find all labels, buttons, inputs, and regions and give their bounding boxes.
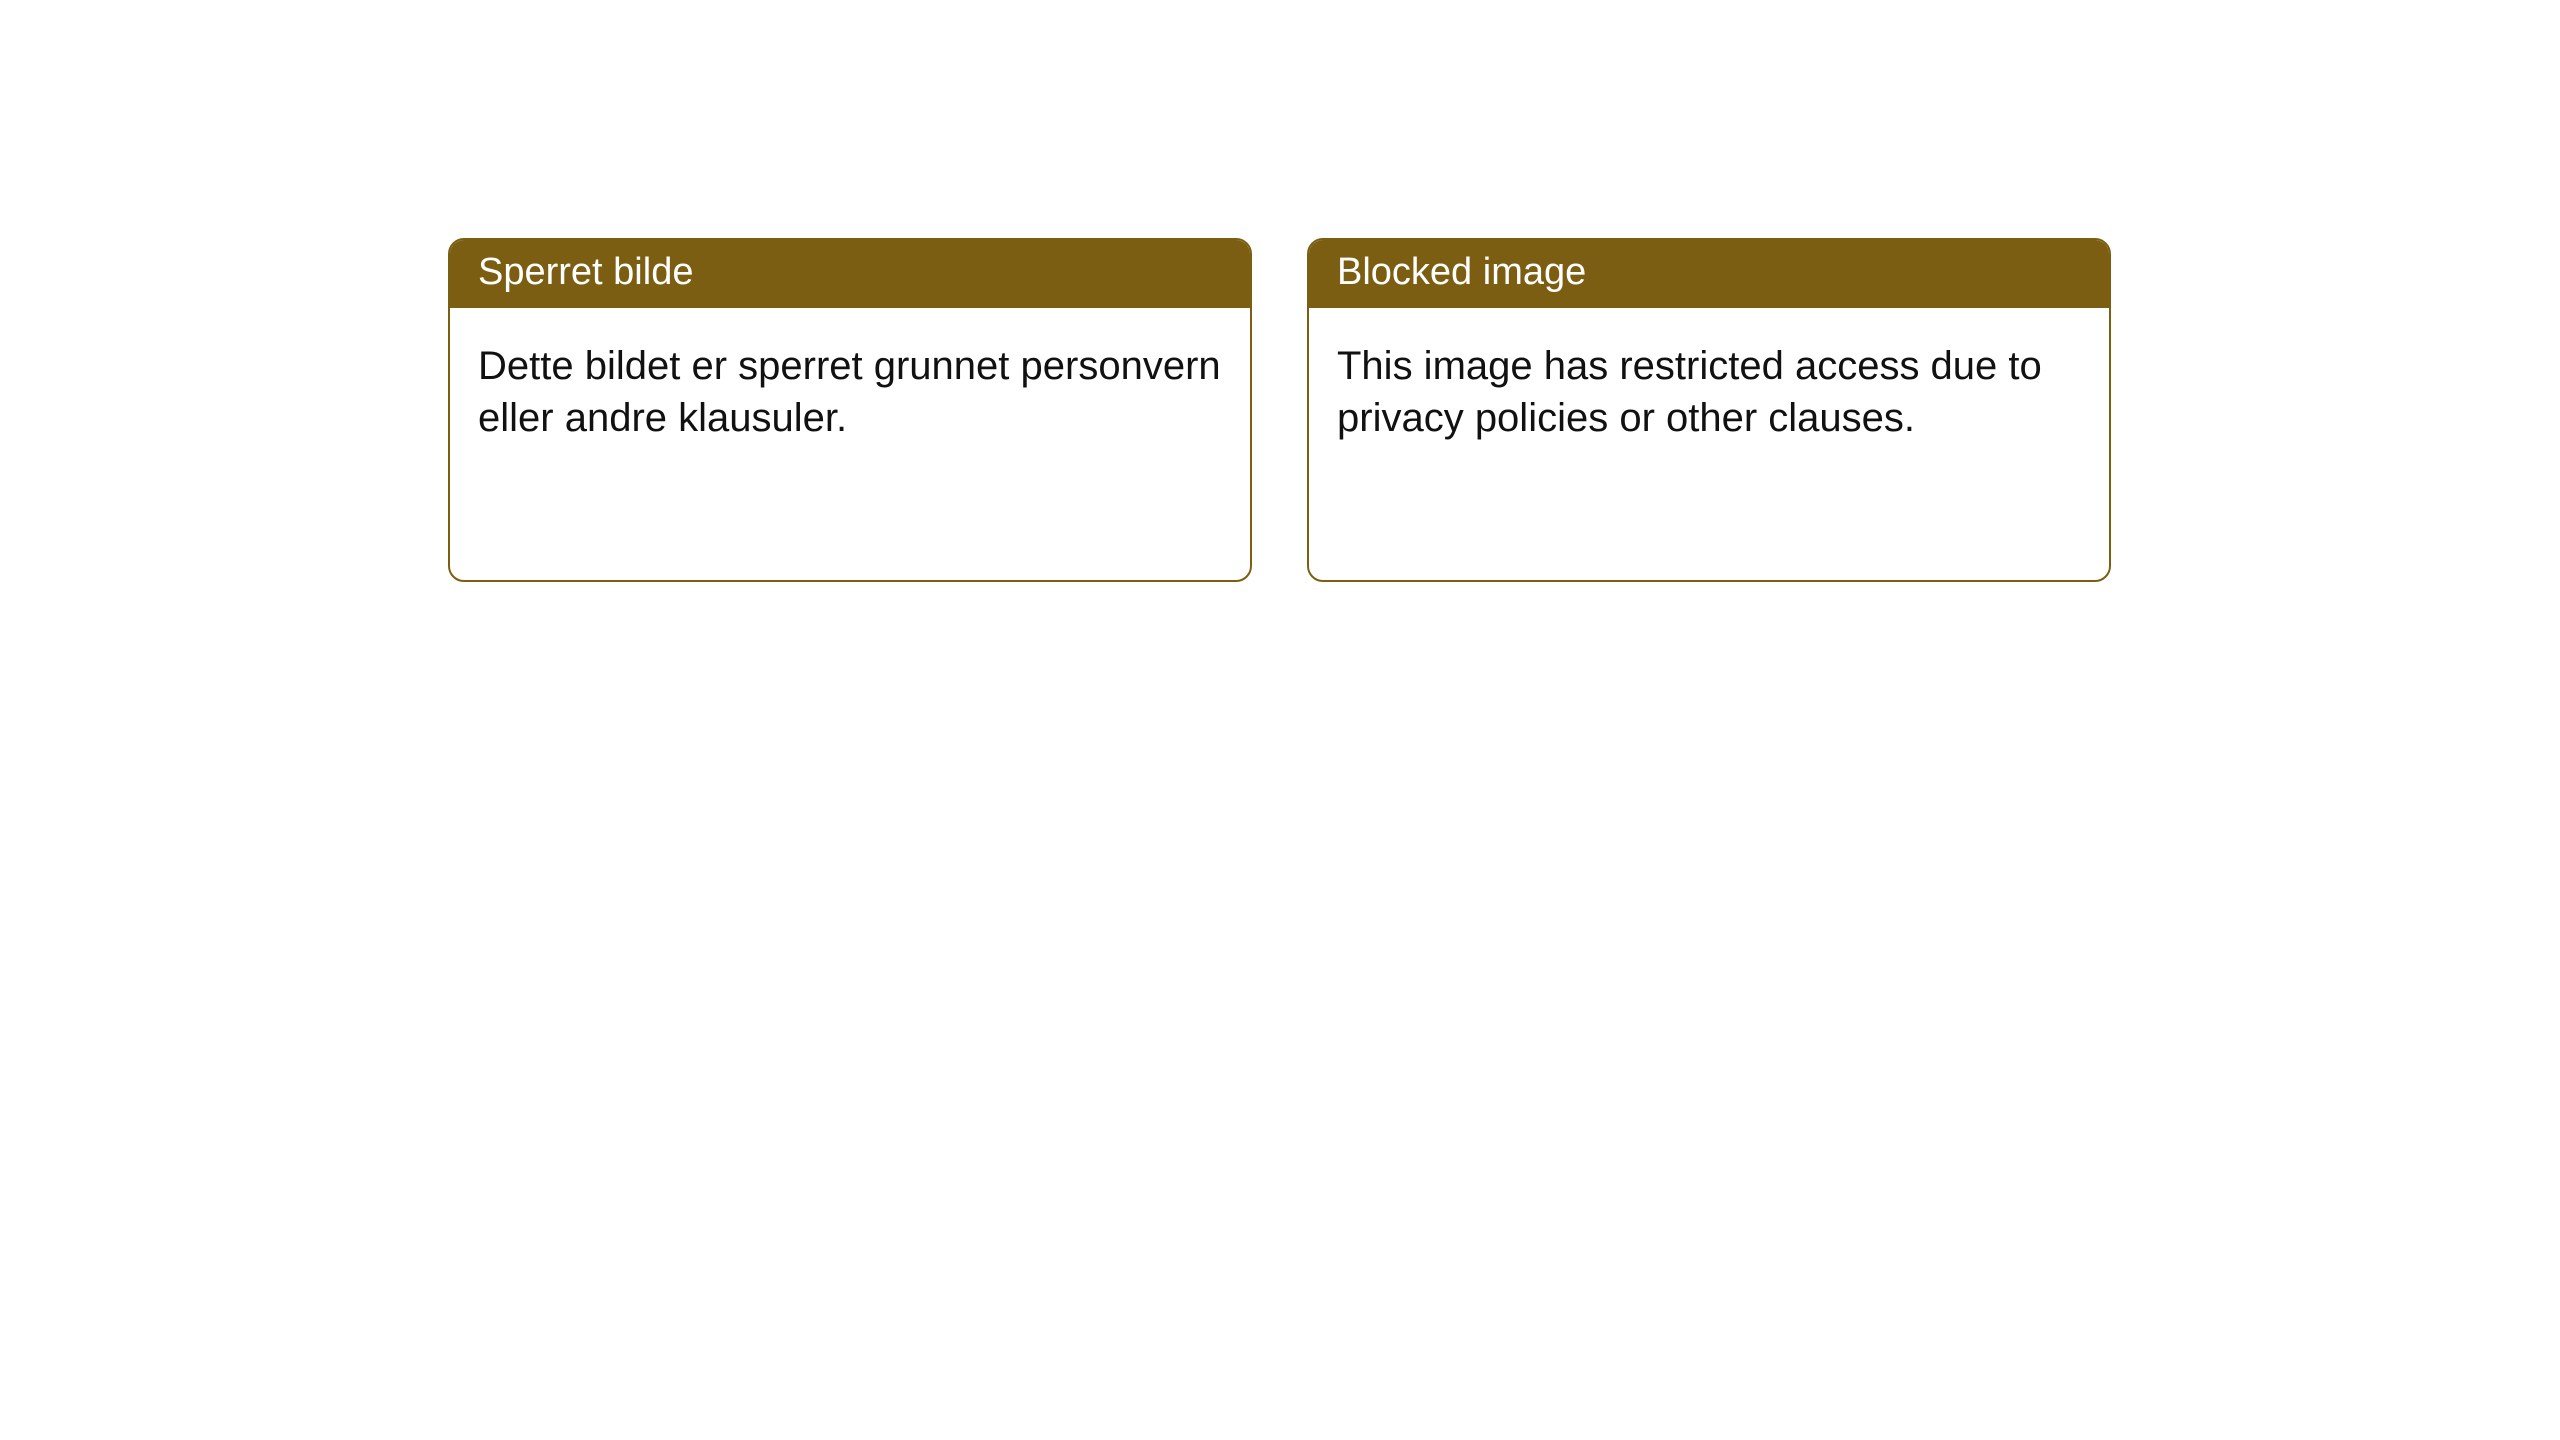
notice-message-no: Dette bildet er sperret grunnet personve… [450, 308, 1250, 474]
notice-container: Sperret bilde Dette bildet er sperret gr… [0, 0, 2560, 582]
notice-title-no: Sperret bilde [450, 240, 1250, 308]
notice-title-en: Blocked image [1309, 240, 2109, 308]
notice-message-en: This image has restricted access due to … [1309, 308, 2109, 474]
blocked-image-notice-no: Sperret bilde Dette bildet er sperret gr… [448, 238, 1252, 582]
blocked-image-notice-en: Blocked image This image has restricted … [1307, 238, 2111, 582]
